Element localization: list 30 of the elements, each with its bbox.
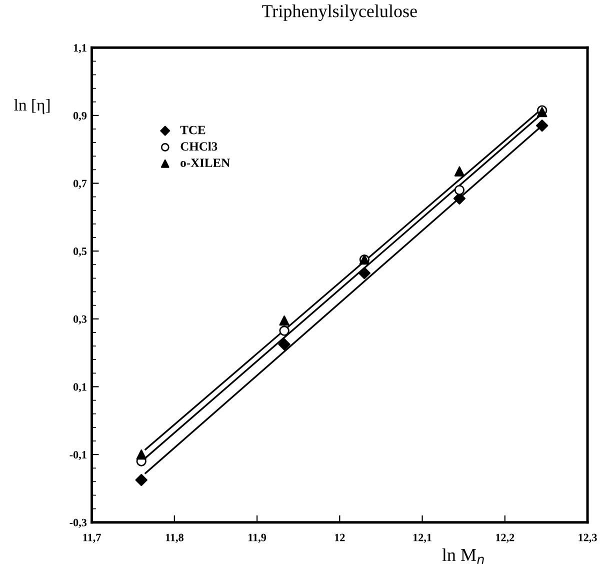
y-axis-title: ln [η] bbox=[14, 98, 50, 114]
point bbox=[279, 316, 290, 326]
y-tick-label: -0,3 bbox=[70, 518, 87, 528]
x-tick-label: 12,3 bbox=[578, 534, 597, 543]
x-tick-label: 11,7 bbox=[83, 534, 101, 543]
y-tick-label: 0,9 bbox=[73, 112, 87, 122]
legend-label: CHCl3 bbox=[180, 142, 218, 151]
point bbox=[279, 326, 290, 336]
x-tick-label: 11,8 bbox=[166, 534, 184, 543]
chart-title: Triphenylsilycelulose bbox=[262, 4, 417, 21]
y-tick-label: 0,1 bbox=[73, 383, 86, 392]
point bbox=[136, 449, 146, 460]
y-tick-label: 0,3 bbox=[73, 315, 87, 324]
legend-label: TCE bbox=[180, 126, 206, 134]
x-axis-title: ln M$_{n}$ bbox=[442, 548, 484, 564]
point bbox=[454, 184, 465, 196]
point bbox=[454, 166, 465, 176]
point bbox=[135, 474, 148, 486]
x-tick-label: 12 bbox=[334, 534, 345, 542]
y-tick-label: 0,5 bbox=[73, 248, 87, 257]
point bbox=[358, 267, 371, 280]
x-tick-label: 12,1 bbox=[413, 534, 432, 543]
point bbox=[278, 338, 290, 350]
point bbox=[536, 120, 548, 132]
x-tick-label: 12,2 bbox=[496, 534, 514, 543]
y-tick-label: 1,1 bbox=[74, 44, 86, 54]
y-tick-label: -0,1 bbox=[70, 450, 86, 460]
legend-label: o-XILEN bbox=[180, 158, 230, 168]
x-tick-label: 11,9 bbox=[248, 534, 266, 543]
y-tick-label: 0,7 bbox=[73, 180, 87, 189]
